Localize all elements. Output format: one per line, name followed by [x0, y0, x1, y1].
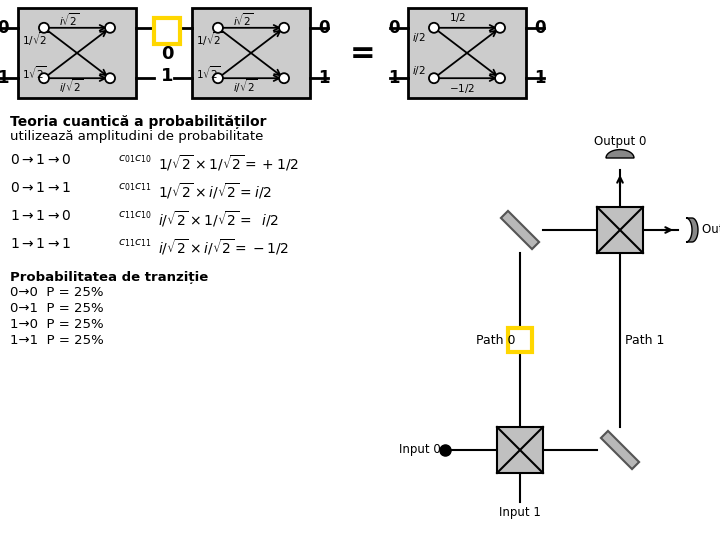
- Text: Input 1: Input 1: [499, 506, 541, 519]
- Circle shape: [39, 23, 49, 33]
- Circle shape: [429, 73, 439, 83]
- Circle shape: [105, 73, 115, 83]
- Text: $i\sqrt{2}$: $i\sqrt{2}$: [59, 11, 80, 28]
- Text: $c_{11}c_{11}$: $c_{11}c_{11}$: [118, 237, 152, 249]
- Bar: [597, 207, 643, 253]
- Text: Output 0: Output 0: [594, 135, 646, 148]
- Text: $1/\sqrt{2} \times i/\sqrt{2} = i/2$: $1/\sqrt{2} \times i/\sqrt{2} = i/2$: [158, 181, 271, 201]
- Text: 1: 1: [0, 69, 9, 87]
- Text: 0→1  P = 25%: 0→1 P = 25%: [10, 302, 104, 315]
- Text: $-1/2$: $-1/2$: [449, 82, 475, 95]
- Text: $1\sqrt{2}$: $1\sqrt{2}$: [196, 64, 220, 81]
- Text: 0→0  P = 25%: 0→0 P = 25%: [10, 286, 104, 299]
- Text: $i/\sqrt{2}$: $i/\sqrt{2}$: [59, 77, 83, 95]
- Polygon shape: [686, 218, 698, 242]
- Text: Path 1: Path 1: [625, 334, 665, 347]
- Circle shape: [105, 23, 115, 33]
- Bar: [18, 8, 136, 98]
- Text: $1\sqrt{2}$: $1\sqrt{2}$: [22, 64, 46, 81]
- Polygon shape: [501, 211, 539, 249]
- Polygon shape: [601, 431, 639, 469]
- Text: 1: 1: [161, 67, 174, 85]
- Polygon shape: [606, 150, 634, 158]
- Text: $0 \rightarrow 1 \rightarrow 0$: $0 \rightarrow 1 \rightarrow 0$: [10, 153, 71, 167]
- Text: 0: 0: [0, 19, 9, 37]
- Text: $1 \rightarrow 1 \rightarrow 0$: $1 \rightarrow 1 \rightarrow 0$: [10, 209, 71, 223]
- Circle shape: [279, 23, 289, 33]
- Text: $i/\sqrt{2} \times 1/\sqrt{2} = \;\;i/2$: $i/\sqrt{2} \times 1/\sqrt{2} = \;\;i/2$: [158, 209, 279, 229]
- Text: 1→0  P = 25%: 1→0 P = 25%: [10, 318, 104, 331]
- Text: $i/2$: $i/2$: [412, 64, 426, 77]
- Circle shape: [495, 73, 505, 83]
- Text: 1: 1: [318, 69, 330, 87]
- Text: 1: 1: [534, 69, 546, 87]
- Circle shape: [279, 73, 289, 83]
- Bar: [154, 18, 180, 44]
- Circle shape: [429, 23, 439, 33]
- Text: $i/\sqrt{2} \times i/\sqrt{2} = -1/2$: $i/\sqrt{2} \times i/\sqrt{2} = -1/2$: [158, 237, 289, 257]
- Text: $i/\sqrt{2}$: $i/\sqrt{2}$: [233, 77, 257, 95]
- Text: =: =: [350, 39, 376, 69]
- Text: $i\sqrt{2}$: $i\sqrt{2}$: [233, 11, 253, 28]
- Bar: [192, 8, 310, 98]
- Text: $1 \rightarrow 1 \rightarrow 1$: $1 \rightarrow 1 \rightarrow 1$: [10, 237, 71, 251]
- Text: 1: 1: [388, 69, 400, 87]
- Text: Input 0: Input 0: [400, 443, 441, 456]
- Text: $c_{01}c_{10}$: $c_{01}c_{10}$: [118, 153, 152, 165]
- Text: $c_{01}c_{11}$: $c_{01}c_{11}$: [118, 181, 152, 193]
- Text: $1/\sqrt{2}$: $1/\sqrt{2}$: [196, 31, 224, 49]
- Text: Teoria cuantică a probabilităților: Teoria cuantică a probabilităților: [10, 115, 266, 129]
- Text: 0: 0: [161, 45, 174, 63]
- Text: $0 \rightarrow 1 \rightarrow 1$: $0 \rightarrow 1 \rightarrow 1$: [10, 181, 71, 195]
- Text: Probabilitatea de tranziție: Probabilitatea de tranziție: [10, 271, 208, 284]
- Text: 1→1  P = 25%: 1→1 P = 25%: [10, 334, 104, 347]
- Bar: [508, 328, 532, 352]
- Text: utilizează amplitudini de probabilitate: utilizează amplitudini de probabilitate: [10, 130, 264, 143]
- Text: $1/\sqrt{2} \times 1/\sqrt{2} = +1/2$: $1/\sqrt{2} \times 1/\sqrt{2} = +1/2$: [158, 153, 299, 173]
- Text: Output 1: Output 1: [702, 224, 720, 237]
- Circle shape: [213, 23, 223, 33]
- Text: $i/2$: $i/2$: [412, 31, 426, 44]
- Text: 0: 0: [318, 19, 330, 37]
- Text: $1/\sqrt{2}$: $1/\sqrt{2}$: [22, 31, 50, 49]
- Circle shape: [213, 73, 223, 83]
- Text: 0: 0: [534, 19, 546, 37]
- Text: $c_{11}c_{10}$: $c_{11}c_{10}$: [118, 209, 152, 221]
- Text: 0: 0: [388, 19, 400, 37]
- Bar: [408, 8, 526, 98]
- Text: Path 0: Path 0: [475, 334, 515, 347]
- Circle shape: [495, 23, 505, 33]
- Bar: [497, 427, 543, 473]
- Text: $1/2$: $1/2$: [449, 11, 467, 24]
- Circle shape: [39, 73, 49, 83]
